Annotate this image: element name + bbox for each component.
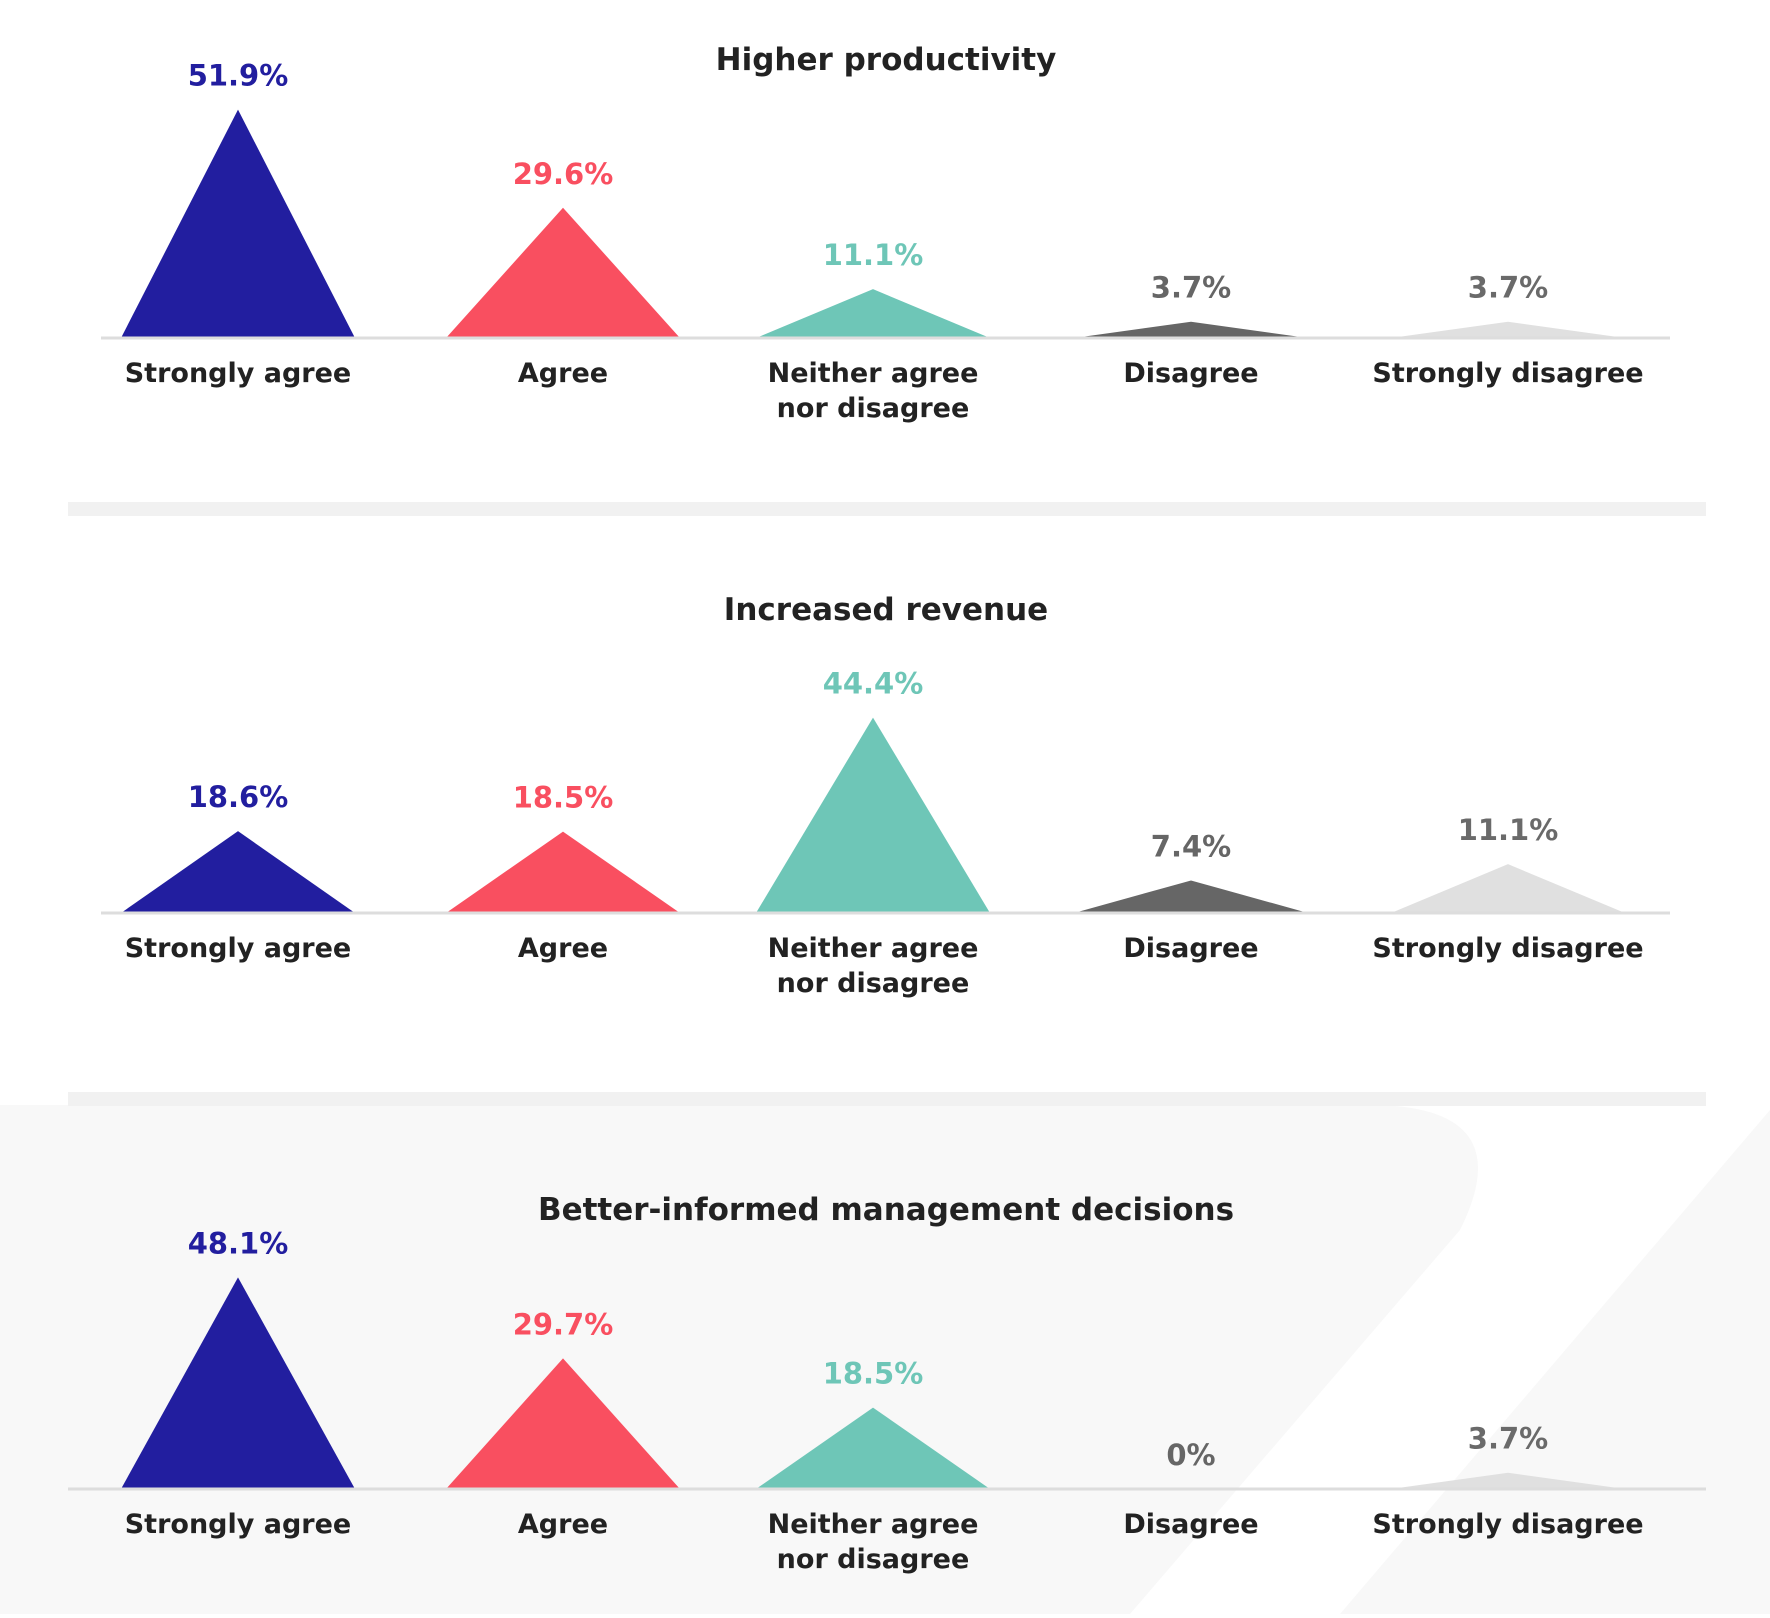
triangle-agree bbox=[446, 1358, 680, 1489]
category-label-agree: Agree bbox=[518, 358, 608, 389]
value-label-strongly-disagree: 3.7% bbox=[1468, 1422, 1548, 1456]
background-tint-shape bbox=[0, 1105, 1478, 1614]
category-label-neither-agree-nor-disagree: Neither agree nor disagree bbox=[768, 1509, 979, 1575]
triangle-disagree bbox=[1074, 321, 1308, 338]
value-label-strongly-disagree: 11.1% bbox=[1458, 813, 1559, 847]
triangle-disagree bbox=[1074, 880, 1308, 913]
chart-panel-3: Better-informed management decisions 48.1… bbox=[68, 1192, 1706, 1575]
value-label-disagree: 7.4% bbox=[1151, 829, 1231, 863]
triangle-strongly-agree bbox=[121, 1277, 355, 1489]
chart-panel-2: Increased revenue 18.6% 18.5% 44.4% 7.4% 11.1… bbox=[101, 592, 1670, 999]
triangle-neither-agree-nor-disagree bbox=[756, 1407, 990, 1489]
value-label-agree: 18.5% bbox=[513, 781, 614, 815]
section-dividers bbox=[68, 502, 1706, 1106]
chart-panel-1: Higher productivity 51.9% 29.6% 11.1% 3.7% 3.… bbox=[101, 42, 1670, 424]
value-label-agree: 29.7% bbox=[513, 1307, 614, 1341]
category-label-agree: Agree bbox=[518, 933, 608, 964]
value-label-neither-agree-nor-disagree: 44.4% bbox=[823, 667, 924, 701]
value-label-disagree: 0% bbox=[1166, 1438, 1215, 1472]
triangle-strongly-disagree bbox=[1391, 864, 1625, 913]
charts-layer: Higher productivity 51.9% 29.6% 11.1% 3.7% 3.… bbox=[68, 42, 1706, 1575]
category-label-disagree: Disagree bbox=[1123, 1509, 1258, 1540]
category-label-strongly-agree: Strongly agree bbox=[125, 358, 352, 389]
triangle-neither-agree-nor-disagree bbox=[756, 717, 990, 913]
category-label-strongly-disagree: Strongly disagree bbox=[1372, 358, 1643, 389]
section-divider-1 bbox=[68, 502, 1706, 516]
value-label-neither-agree-nor-disagree: 11.1% bbox=[823, 238, 924, 272]
value-label-strongly-agree: 18.6% bbox=[188, 780, 289, 814]
category-label-strongly-agree: Strongly agree bbox=[125, 1509, 352, 1540]
category-label-agree: Agree bbox=[518, 1509, 608, 1540]
triangle-strongly-disagree bbox=[1391, 321, 1625, 338]
category-label-strongly-disagree: Strongly disagree bbox=[1372, 1509, 1643, 1540]
category-label-neither-agree-nor-disagree: Neither agree nor disagree bbox=[768, 933, 979, 999]
category-label-neither-agree-nor-disagree: Neither agree nor disagree bbox=[768, 358, 979, 424]
value-label-strongly-agree: 48.1% bbox=[188, 1226, 289, 1260]
category-label-strongly-disagree: Strongly disagree bbox=[1372, 933, 1643, 964]
triangle-agree bbox=[446, 831, 680, 913]
category-label-disagree: Disagree bbox=[1123, 358, 1258, 389]
triangle-strongly-agree bbox=[121, 109, 355, 338]
category-label-strongly-agree: Strongly agree bbox=[125, 933, 352, 964]
triangle-neither-agree-nor-disagree bbox=[756, 289, 990, 338]
triangle-strongly-disagree bbox=[1391, 1472, 1625, 1489]
chart-title: Higher productivity bbox=[716, 42, 1057, 78]
value-label-disagree: 3.7% bbox=[1151, 271, 1231, 305]
category-label-disagree: Disagree bbox=[1123, 933, 1258, 964]
value-label-agree: 29.6% bbox=[513, 157, 614, 191]
value-label-strongly-agree: 51.9% bbox=[188, 59, 289, 93]
section-divider-2 bbox=[68, 1092, 1706, 1106]
triangle-agree bbox=[446, 207, 680, 338]
value-label-neither-agree-nor-disagree: 18.5% bbox=[823, 1357, 924, 1391]
triangle-strongly-agree bbox=[121, 831, 355, 913]
chart-title: Better-informed management decisions bbox=[538, 1192, 1234, 1228]
value-label-strongly-disagree: 3.7% bbox=[1468, 271, 1548, 305]
chart-title: Increased revenue bbox=[724, 592, 1048, 628]
